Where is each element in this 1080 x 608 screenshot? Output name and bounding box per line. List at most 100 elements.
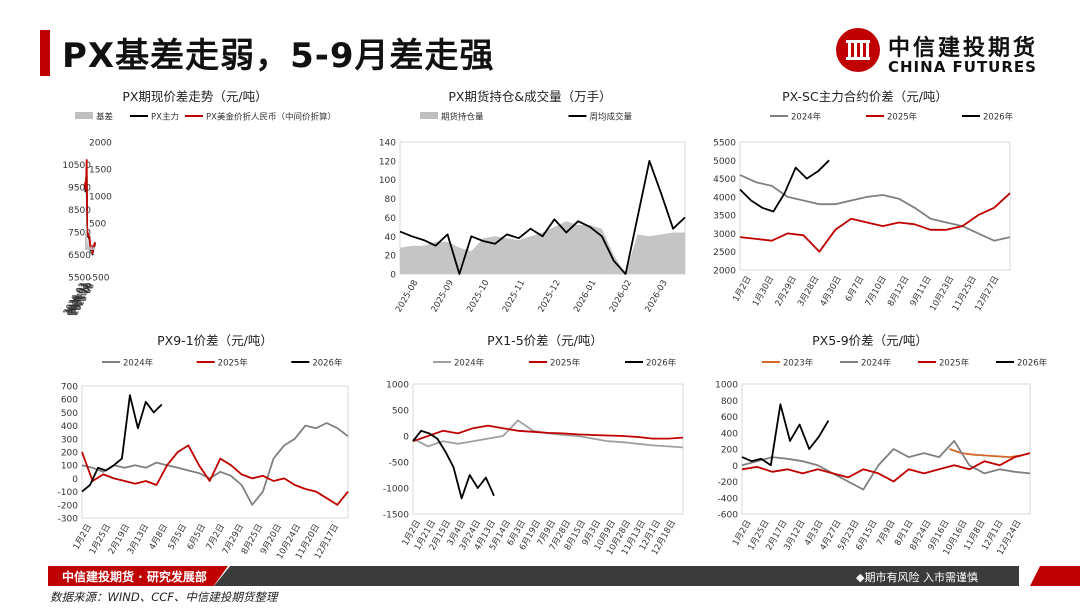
footer-brand-text: 中信建投期货 · 研究发展部 <box>62 570 207 584</box>
y2-tick-label-c1: 1500 <box>89 166 112 176</box>
series-line-c3 <box>739 174 1011 242</box>
series-line-c6 <box>741 403 830 467</box>
y-tick-label-c3: 4500 <box>713 175 736 185</box>
y-tick-label-c5: -1000 <box>383 485 409 495</box>
legend-label-c6: 2025年 <box>939 358 970 369</box>
x-tick-label-c2: 2025-12 <box>536 279 562 315</box>
y-tick-label-c6: 0 <box>732 462 738 472</box>
y-tick-label-c3: 5500 <box>713 139 736 149</box>
y-tick-label-c5: 500 <box>392 407 409 417</box>
y-tick-label-c4: 700 <box>61 383 78 393</box>
x-tick-label-c2: 2025-10 <box>465 279 491 315</box>
chart-c4: -300-200-10001002003004005006007001月2日1月… <box>58 358 349 561</box>
logo-text-cn: 中信建投期货 <box>888 36 1039 61</box>
series-line-c6 <box>741 440 1031 491</box>
series-line-c6 <box>741 452 1031 483</box>
y-tick-label-c4: -200 <box>58 501 79 511</box>
series-area-c2 <box>400 221 685 274</box>
chart-title-c3: PX-SC主力合约价差（元/吨） <box>782 89 948 104</box>
y2-tick-label-c1: 2000 <box>89 139 112 149</box>
y-tick-label-c6: 600 <box>721 413 738 423</box>
footer-red-tab <box>1030 566 1080 586</box>
series-line-c4 <box>81 422 349 506</box>
title-accent-bar <box>40 30 50 76</box>
y-tick-label-c2: 0 <box>390 271 396 281</box>
series-area-c1 <box>85 206 95 250</box>
plot-area-c5 <box>412 383 684 515</box>
series-line-c5 <box>412 429 495 500</box>
series-line-c4 <box>81 444 349 506</box>
y-tick-label-c4: 0 <box>72 475 78 485</box>
legend-label-c4: 2025年 <box>218 358 249 369</box>
y-tick-label-c6: 200 <box>721 446 738 456</box>
y-tick-label-c5: 1000 <box>386 381 409 391</box>
x-tick-label-c2: 2025-09 <box>430 279 456 315</box>
footer-risk-text: ◆期市有风险 入市需谨慎 <box>856 571 978 584</box>
series-line-c5 <box>412 424 684 443</box>
y-tick-label-c3: 3000 <box>713 230 736 240</box>
y2-tick-label-c1: -500 <box>89 274 110 284</box>
chart-c2: 0 20 40 60 80 100 120 140 2025-08 2025-09 2025-10 2… <box>379 112 686 315</box>
legend-swatch-c1 <box>75 112 93 119</box>
data-source: 数据来源：WIND、CCF、中信建投期货整理 <box>50 590 278 604</box>
y-tick-label-c6: -400 <box>718 494 739 504</box>
series-line-c4 <box>81 394 163 493</box>
legend-label-c5: 2025年 <box>550 358 581 369</box>
x-tick-label-c2: 2025-11 <box>501 279 527 315</box>
y-tick-label-c4: 200 <box>61 449 78 459</box>
logo-emblem-icon <box>836 28 880 72</box>
y-tick-label-c3: 2500 <box>713 248 736 258</box>
y-tick-label-c4: 400 <box>61 422 78 432</box>
chart-c5: -1500-1000-500050010001月2日1月21日2月15日3月4日… <box>383 358 684 557</box>
legend-label-c1: 基差 <box>96 112 113 123</box>
y-tick-label-c5: -500 <box>389 459 410 469</box>
y-tick-label-c2: 100 <box>379 176 396 186</box>
y-tick-label-c2: 80 <box>385 195 397 205</box>
legend-label-c3: 2026年 <box>983 112 1014 123</box>
y-tick-label-c1: 8500 <box>68 206 91 216</box>
plot-area-c3 <box>739 141 1011 271</box>
chart-c6: -600-400-200020040060080010001月2日1月25日2月… <box>715 358 1048 557</box>
legend-swatch-c2 <box>420 112 438 119</box>
x-tick-label-c2: 2026-03 <box>643 279 669 315</box>
chart-title-c2: PX期货持仓&成交量（万手） <box>448 89 612 104</box>
chart-c3: 200025003000350040004500500055001月2日1月30… <box>713 112 1014 313</box>
y-tick-label-c2: 40 <box>385 233 397 243</box>
chart-c1: 5500650075008500950010500-50005001000150… <box>62 112 336 318</box>
series-line-c5 <box>412 419 684 449</box>
y-tick-label-c4: -300 <box>58 515 79 525</box>
x-tick-label-c3: 4月30日 <box>819 275 844 309</box>
y-tick-label-c4: 500 <box>61 409 78 419</box>
y-tick-label-c3: 5000 <box>713 157 736 167</box>
chart-title-c6: PX5-9价差（元/吨） <box>812 333 928 348</box>
y-tick-label-c6: 800 <box>721 397 738 407</box>
legend-label-c6: 2026年 <box>1017 358 1048 369</box>
y-tick-label-c6: -200 <box>718 478 739 488</box>
series-line-c1 <box>84 159 96 255</box>
y-tick-label-c1: 7500 <box>68 229 91 239</box>
y2-tick-label-c1: 1000 <box>89 193 112 203</box>
y-tick-label-c6: 1000 <box>715 381 738 391</box>
legend-label-c5: 2024年 <box>454 358 485 369</box>
y-tick-label-c5: -1500 <box>383 511 409 521</box>
chart-title-c1: PX期现价差走势（元/吨） <box>122 89 268 104</box>
x-tick-label-c3: 6月7日 <box>844 275 867 304</box>
x-tick-label-c2: 2026-02 <box>608 279 634 315</box>
y-tick-label-c4: 300 <box>61 435 78 445</box>
y-tick-label-c5: 0 <box>403 433 409 443</box>
y-tick-label-c4: 600 <box>61 396 78 406</box>
series-line-c3 <box>739 192 1011 253</box>
x-tick-label-c3: 1月2日 <box>731 275 754 304</box>
y-tick-label-c6: -600 <box>718 511 739 521</box>
y-tick-label-c2: 120 <box>379 157 396 167</box>
legend-label-c5: 2026年 <box>646 358 677 369</box>
y-tick-label-c2: 140 <box>379 139 396 149</box>
y-tick-label-c2: 60 <box>385 214 397 224</box>
legend-label-c4: 2026年 <box>312 358 343 369</box>
series-line-c3 <box>739 159 830 213</box>
y-tick-label-c1: 5500 <box>68 274 91 284</box>
chart-title-c5: PX1-5价差（元/吨） <box>487 333 603 348</box>
y-tick-label-c2: 20 <box>385 252 397 262</box>
y-tick-label-c3: 4000 <box>713 193 736 203</box>
page-title: PX基差走弱，5-9月差走强 <box>62 36 495 76</box>
